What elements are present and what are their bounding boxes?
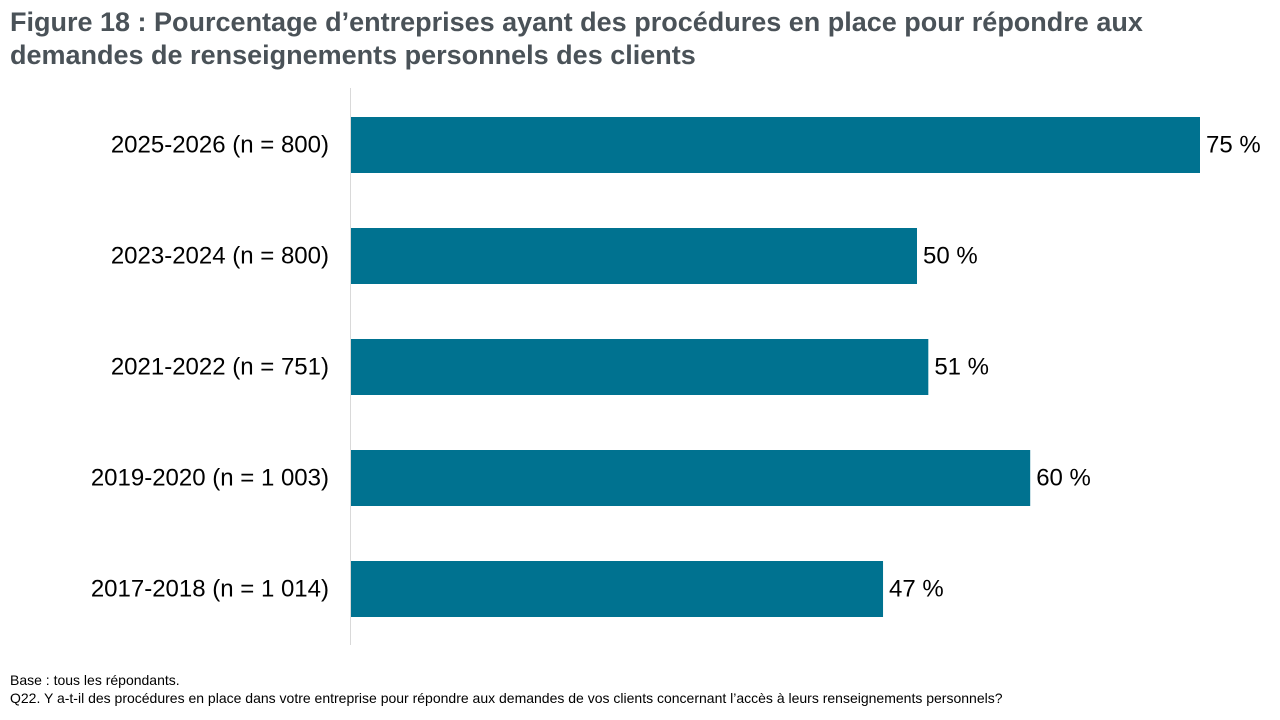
category-label: 2021-2022 (n = 751) (111, 354, 329, 381)
category-label: 2017-2018 (n = 1 014) (91, 576, 329, 603)
footnote-question: Q22. Y a-t-il des procédures en place da… (10, 690, 1003, 706)
value-label: 47 % (889, 576, 944, 603)
category-label: 2019-2020 (n = 1 003) (91, 465, 329, 492)
category-label: 2025-2026 (n = 800) (111, 132, 329, 159)
value-labels: 75 % 50 % 51 % 60 % 47 % (889, 132, 1261, 603)
bar-4 (351, 561, 884, 617)
bar-chart: 2025-2026 (n = 800) 2023-2024 (n = 800) 20… (91, 88, 1261, 645)
chart-title: Figure 18 : Pourcentage d’entreprises ay… (10, 7, 1143, 70)
category-label: 2023-2024 (n = 800) (111, 243, 329, 270)
category-labels: 2025-2026 (n = 800) 2023-2024 (n = 800) 20… (91, 132, 329, 603)
bars-group (351, 117, 1200, 617)
bar-1 (351, 228, 917, 284)
value-label: 75 % (1206, 132, 1261, 159)
footnote-base: Base : tous les répondants. (10, 672, 180, 688)
bar-2 (351, 339, 929, 395)
value-label: 50 % (923, 243, 978, 270)
bar-3 (351, 450, 1031, 506)
value-label: 51 % (934, 354, 989, 381)
bar-0 (351, 117, 1200, 173)
value-label: 60 % (1036, 465, 1091, 492)
